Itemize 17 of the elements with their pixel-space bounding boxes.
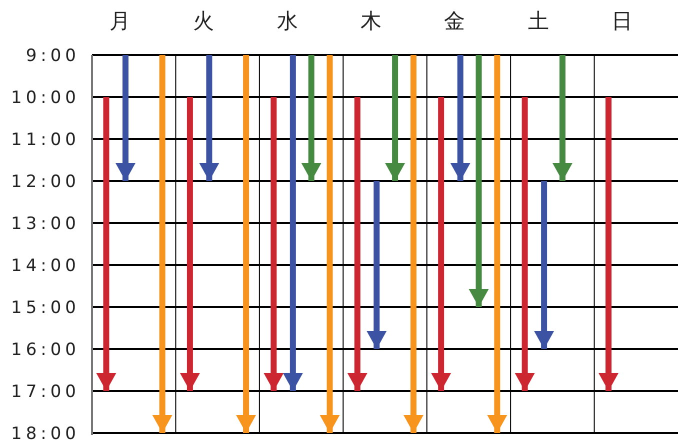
x-tick-label: 月 <box>109 9 130 33</box>
y-tick-label: 18:00 <box>11 424 80 440</box>
y-tick-label: 9:00 <box>26 46 80 66</box>
y-tick-label: 13:00 <box>11 214 80 234</box>
x-tick-label: 金 <box>444 9 466 33</box>
x-tick-label: 水 <box>276 9 298 33</box>
y-tick-label: 15:00 <box>11 298 80 318</box>
y-tick-label: 10:00 <box>11 88 80 108</box>
x-tick-label: 日 <box>612 9 633 33</box>
x-tick-label: 土 <box>528 9 549 33</box>
y-tick-label: 17:00 <box>11 382 80 402</box>
y-tick-label: 16:00 <box>11 340 80 360</box>
x-tick-label: 火 <box>193 9 214 33</box>
y-tick-label: 14:00 <box>11 256 80 276</box>
y-tick-label: 12:00 <box>11 172 80 192</box>
y-tick-label: 11:00 <box>11 130 80 150</box>
x-tick-label: 木 <box>360 9 382 33</box>
